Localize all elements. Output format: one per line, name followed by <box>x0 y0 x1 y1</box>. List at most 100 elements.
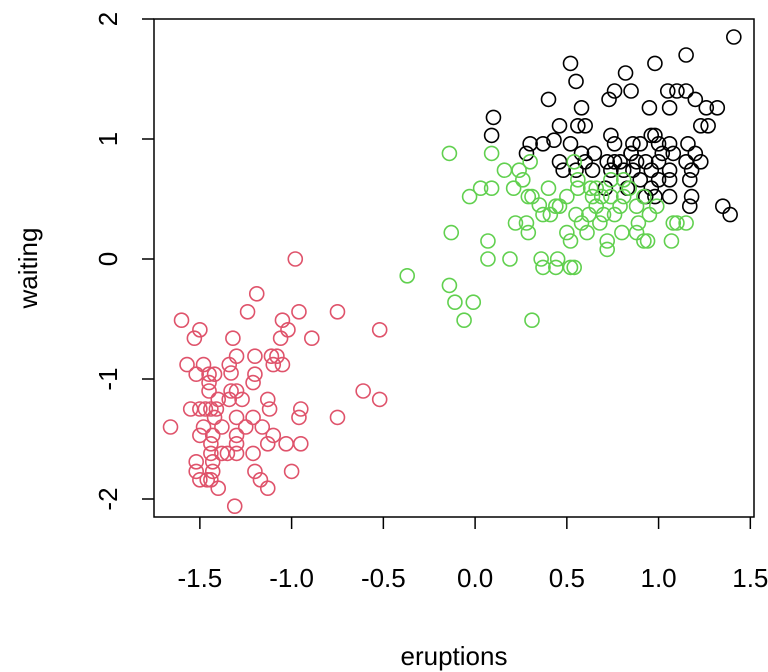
data-point <box>687 145 704 162</box>
data-point <box>603 172 619 188</box>
data-point <box>259 391 276 408</box>
data-point <box>621 180 638 196</box>
data-point <box>287 251 304 267</box>
data-point <box>595 206 612 223</box>
data-point <box>480 251 496 267</box>
data-point <box>239 303 256 320</box>
data-point <box>192 321 208 338</box>
data-point <box>650 136 667 152</box>
data-point <box>208 401 225 417</box>
data-point <box>632 172 649 188</box>
data-point <box>210 391 227 408</box>
data-point <box>524 188 540 205</box>
data-point <box>399 267 416 284</box>
data-point <box>228 445 245 462</box>
data-points <box>162 29 742 515</box>
data-point <box>647 127 663 144</box>
data-point <box>625 136 641 152</box>
data-point <box>568 162 584 178</box>
data-point <box>599 233 616 249</box>
x-axis: -1.5 -1.0 -0.5 0.0 0.5 1.0 1.5 <box>177 517 768 593</box>
data-point <box>623 145 639 162</box>
y-axis: -2 -1 0 1 2 <box>93 12 154 511</box>
data-point <box>259 480 276 497</box>
y-tick-label: -1 <box>93 367 123 390</box>
data-point <box>606 154 623 170</box>
data-point <box>197 401 214 417</box>
data-point <box>456 312 472 329</box>
data-point <box>234 391 250 408</box>
data-point <box>628 198 645 214</box>
data-point <box>562 55 579 72</box>
data-point <box>687 91 704 108</box>
data-point <box>551 154 568 170</box>
data-point <box>606 206 623 223</box>
data-point <box>678 47 694 63</box>
data-point <box>265 427 282 444</box>
data-point <box>441 145 458 162</box>
data-point <box>274 356 291 373</box>
data-point <box>214 419 230 435</box>
data-point <box>221 391 238 408</box>
data-point <box>441 277 458 294</box>
data-point <box>603 127 619 144</box>
data-point <box>203 401 219 417</box>
data-point <box>628 154 645 170</box>
data-point <box>615 162 632 178</box>
data-point <box>291 409 307 426</box>
data-point <box>692 154 709 170</box>
data-point <box>555 162 571 178</box>
data-point <box>520 188 537 205</box>
data-point <box>692 118 709 134</box>
data-point <box>630 215 647 231</box>
data-point <box>259 435 276 452</box>
x-axis-title: eruptions <box>401 641 508 671</box>
data-point <box>524 312 540 329</box>
data-point <box>206 366 223 383</box>
data-point <box>551 118 568 134</box>
data-point <box>722 206 738 223</box>
data-point <box>592 215 608 231</box>
data-point <box>661 136 678 152</box>
data-point <box>579 224 595 241</box>
data-point <box>272 330 289 347</box>
data-point <box>247 366 263 383</box>
data-point <box>511 162 527 178</box>
data-point <box>648 198 665 214</box>
data-point <box>548 198 564 214</box>
data-point <box>570 172 586 188</box>
data-point <box>573 100 590 116</box>
data-point <box>548 259 564 276</box>
data-point <box>292 435 309 452</box>
data-point <box>603 162 619 178</box>
data-point <box>483 145 500 162</box>
data-point <box>520 224 537 241</box>
data-point <box>540 180 557 196</box>
data-point <box>195 419 212 435</box>
data-point <box>678 83 694 99</box>
data-point <box>371 391 388 408</box>
data-point <box>515 172 531 188</box>
data-point <box>203 471 219 488</box>
data-point <box>562 259 579 276</box>
data-point <box>612 154 628 170</box>
y-tick-label: -2 <box>93 487 123 510</box>
data-point <box>247 348 263 365</box>
data-point <box>245 445 261 462</box>
data-point <box>654 145 671 162</box>
data-point <box>573 145 590 162</box>
data-point <box>247 463 263 480</box>
data-point <box>265 356 282 373</box>
data-point <box>559 224 575 241</box>
x-tick-label: 1.5 <box>732 563 768 593</box>
data-point <box>269 348 285 365</box>
data-point <box>248 285 265 302</box>
data-point <box>663 233 680 249</box>
data-point <box>228 409 245 426</box>
data-point <box>465 294 482 311</box>
data-point <box>179 356 195 373</box>
data-point <box>496 162 513 178</box>
y-axis-title: waiting <box>13 228 43 310</box>
data-point <box>201 374 217 391</box>
x-tick-label: -1.5 <box>177 563 222 593</box>
